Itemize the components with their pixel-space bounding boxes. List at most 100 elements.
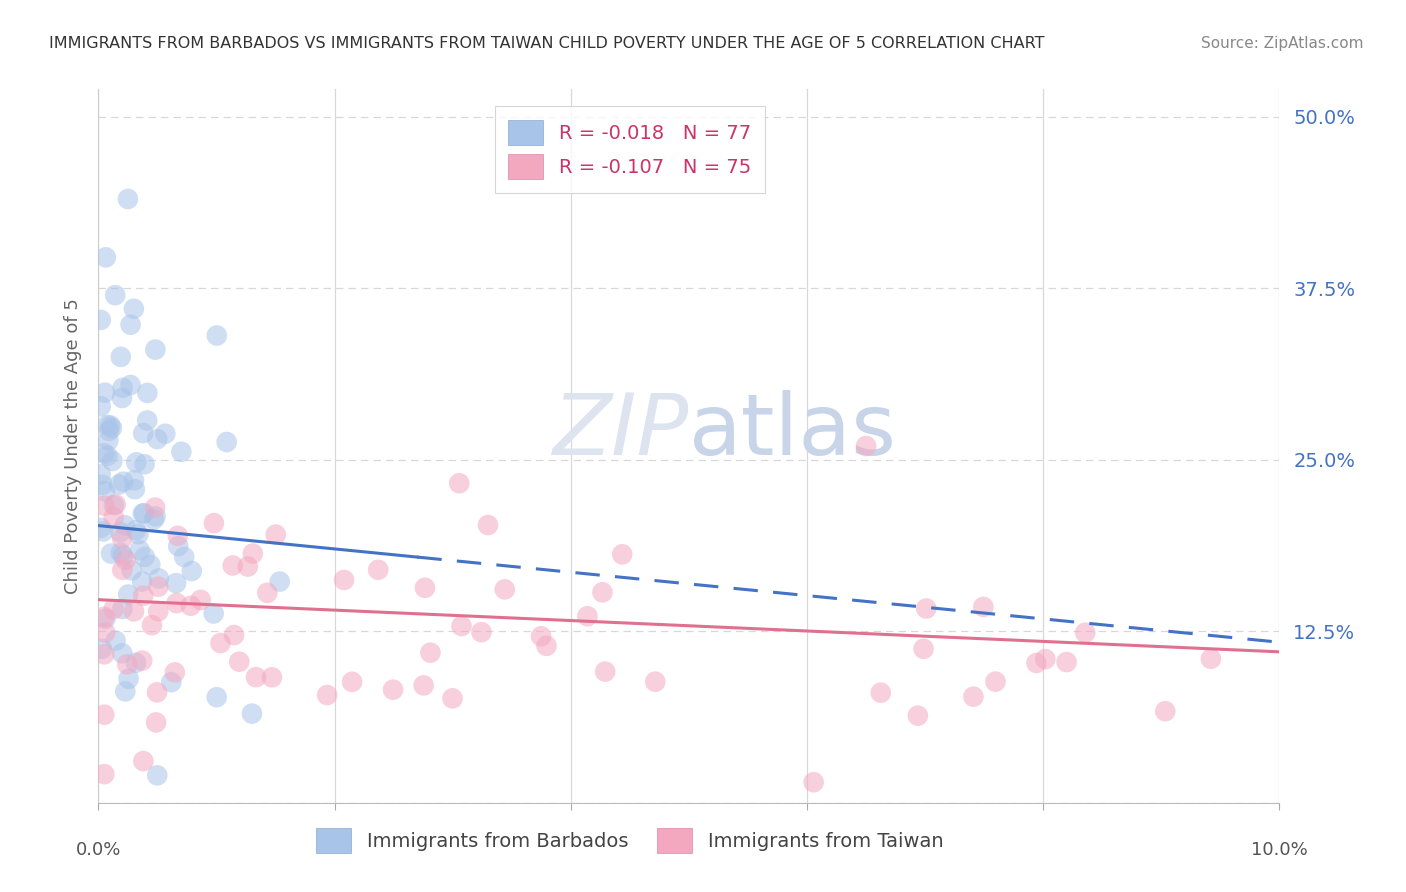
Text: ZIP: ZIP [553,390,689,474]
Legend: Immigrants from Barbados, Immigrants from Taiwan: Immigrants from Barbados, Immigrants fro… [308,821,952,861]
Point [205,328,228,343]
Point [121,564,143,578]
Point [148,580,170,594]
Point [104,633,127,648]
Text: IMMIGRANTS FROM BARBADOS VS IMMIGRANTS FROM TAIWAN CHILD POVERTY UNDER THE AGE O: IMMIGRANTS FROM BARBADOS VS IMMIGRANTS F… [49,36,1045,51]
Point [142,512,165,526]
Point [145,509,167,524]
Point [125,455,148,469]
Point [94,251,117,265]
Point [202,516,225,530]
Point [94,385,117,400]
Point [148,571,170,585]
Point [120,378,142,392]
Point [93,648,115,662]
Point [91,641,114,656]
Point [117,672,139,686]
Point [855,439,877,453]
Point [612,547,634,561]
Point [264,527,287,541]
Point [93,499,115,513]
Point [108,477,131,491]
Point [477,518,499,533]
Point [170,445,193,459]
Point [419,646,441,660]
Point [242,547,264,561]
Point [103,602,125,616]
Point [215,435,238,450]
Point [103,510,125,524]
Point [536,639,558,653]
Point [124,482,146,496]
Point [98,424,121,438]
Point [530,629,553,643]
Point [132,507,155,521]
Point [163,665,186,680]
Point [112,475,135,489]
Point [146,768,169,782]
Point [125,523,148,537]
Point [96,418,118,433]
Point [962,690,984,704]
Point [205,690,228,705]
Point [100,547,122,561]
Point [111,532,134,546]
Point [148,604,170,618]
Point [141,618,163,632]
Point [165,576,187,591]
Point [122,473,145,487]
Point [111,646,134,660]
Point [110,350,132,364]
Point [111,563,134,577]
Point [111,381,134,395]
Point [907,708,929,723]
Point [131,654,153,668]
Point [98,418,121,433]
Text: 10.0%: 10.0% [1251,841,1308,859]
Point [915,601,938,615]
Point [103,498,125,512]
Point [128,543,150,558]
Point [240,706,263,721]
Point [367,563,389,577]
Point [1025,656,1047,670]
Point [166,529,188,543]
Point [134,457,156,471]
Point [96,449,118,463]
Point [114,552,136,566]
Point [984,674,1007,689]
Point [160,675,183,690]
Point [1033,652,1056,666]
Text: Source: ZipAtlas.com: Source: ZipAtlas.com [1201,36,1364,51]
Point [111,391,134,405]
Point [91,478,114,492]
Point [101,454,124,468]
Point [1154,704,1177,718]
Point [441,691,464,706]
Point [413,581,436,595]
Point [245,670,267,684]
Point [93,446,115,460]
Point [145,715,167,730]
Point [382,682,405,697]
Point [494,582,516,597]
Point [132,754,155,768]
Point [131,574,153,589]
Point [180,599,202,613]
Point [256,586,278,600]
Point [134,549,156,564]
Point [449,476,471,491]
Point [202,607,225,621]
Point [340,674,363,689]
Point [93,707,115,722]
Point [236,559,259,574]
Point [869,686,891,700]
Point [1199,652,1222,666]
Point [591,585,613,599]
Point [127,527,149,541]
Point [228,655,250,669]
Point [190,593,212,607]
Point [101,421,124,435]
Point [90,399,112,413]
Point [412,678,434,692]
